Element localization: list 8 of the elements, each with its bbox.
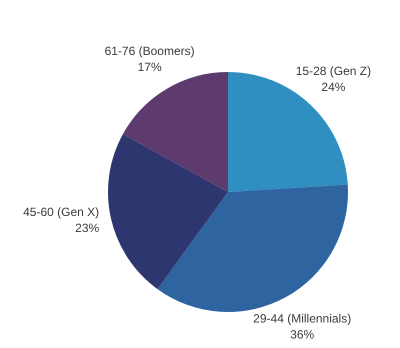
data-label: 36% bbox=[290, 327, 315, 342]
slice-label: 61-76 (Boomers) bbox=[104, 44, 195, 58]
slice-label: 15-28 (Gen Z) bbox=[296, 64, 372, 78]
data-label: 24% bbox=[321, 80, 346, 94]
data-label: 17% bbox=[138, 60, 162, 74]
data-label: 23% bbox=[75, 221, 100, 236]
slice-label: 29-44 (Millennials) bbox=[253, 311, 352, 326]
slice-label: 45-60 (Gen X) bbox=[23, 205, 100, 220]
